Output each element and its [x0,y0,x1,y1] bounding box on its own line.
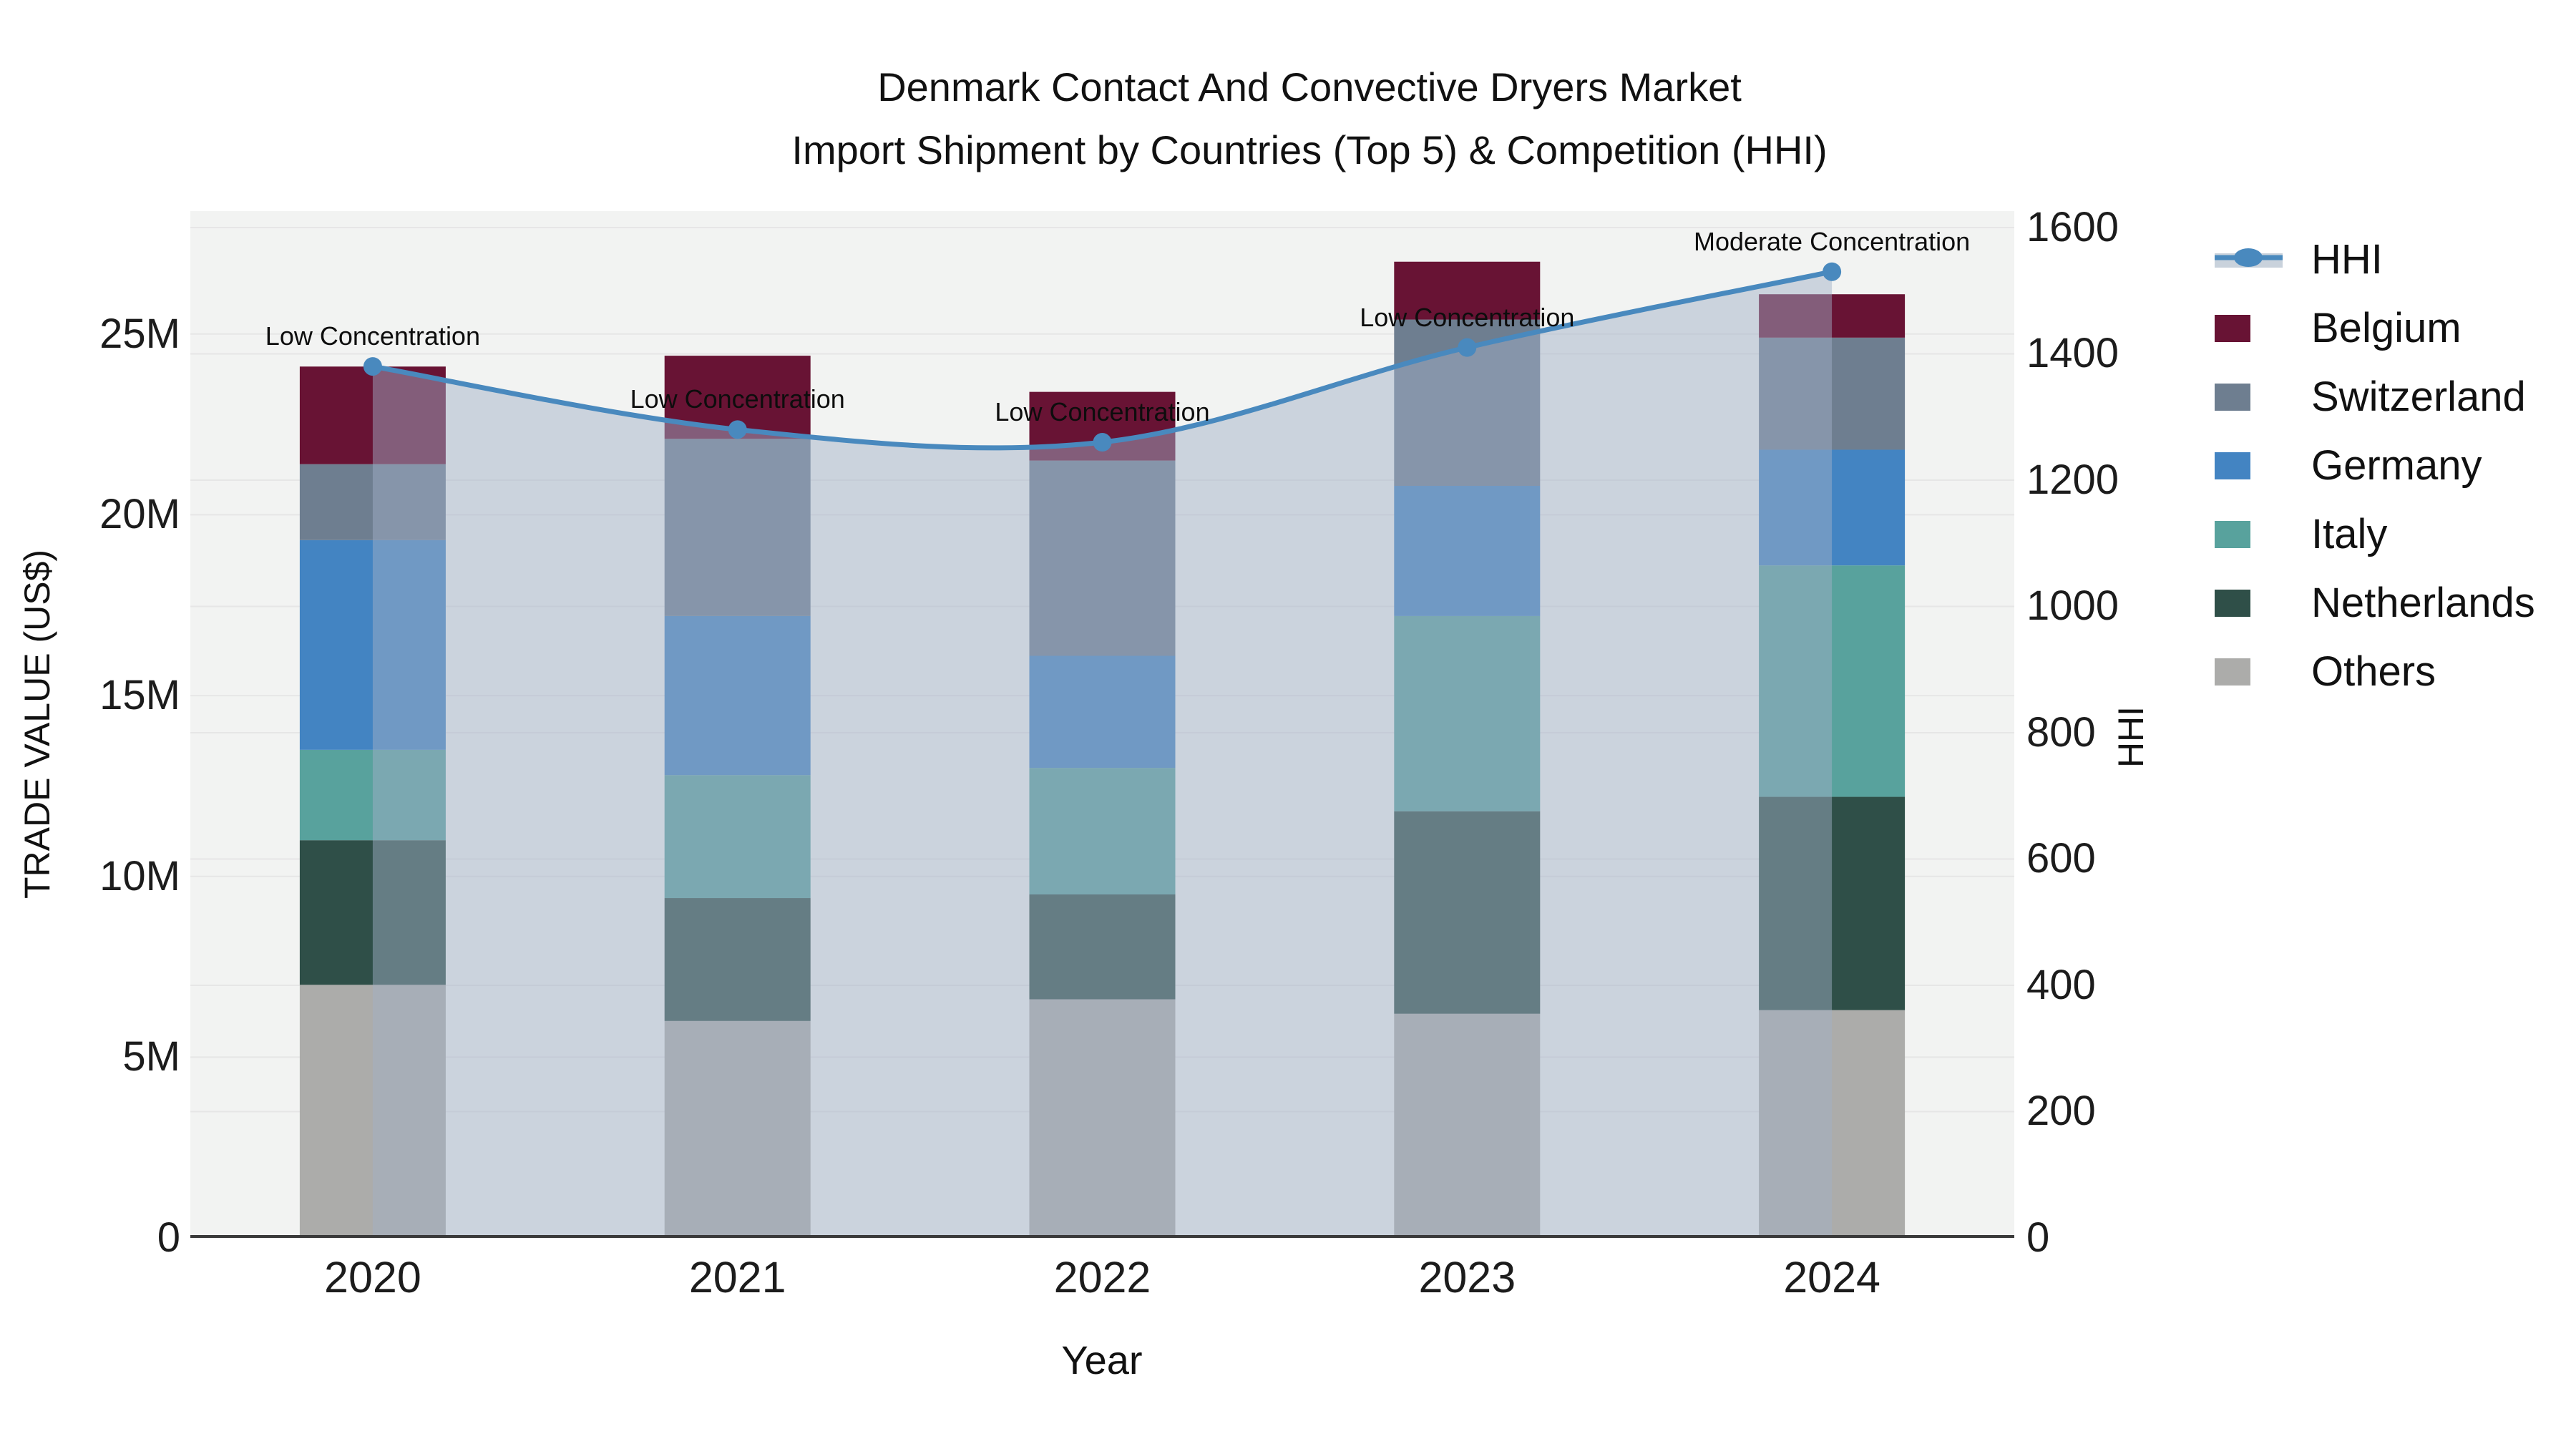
x-tick-2021: 2021 [688,1253,786,1302]
bar-segment-others-2020[interactable] [299,985,446,1238]
bar-segment-belgium-2024[interactable] [1759,294,1906,338]
bar-segment-others-2023[interactable] [1394,1013,1541,1238]
bar-segment-italy-2021[interactable] [664,775,811,899]
bar-segment-netherlands-2024[interactable] [1759,796,1906,1010]
chart-canvas [190,226,2014,1238]
annotation-2020: Low Concentration [265,321,480,351]
bar-segment-belgium-2023[interactable] [1394,261,1541,320]
hhi-marker-2021[interactable] [728,420,747,439]
plot-area: Low Concentration Low Concentration Low Co… [190,211,2014,1238]
annotation-2021: Low Concentration [630,384,845,414]
x-tick-2023: 2023 [1418,1253,1516,1302]
y-right-tick-200: 200 [2026,1088,2096,1135]
legend-item-switzerland[interactable]: Switzerland [2215,374,2535,421]
bar-segment-netherlands-2020[interactable] [299,840,446,985]
y-right-tick-1600: 1600 [2026,203,2119,250]
legend: HHI Belgium Switzerland Germany Italy Ne… [2215,236,2535,717]
annotation-2022: Low Concentration [995,397,1210,426]
y-left-tick-20M: 20M [99,491,180,538]
switzerland-swatch-icon [2215,384,2250,411]
legend-label: Germany [2311,442,2482,489]
bar-segment-netherlands-2022[interactable] [1029,894,1176,1000]
hhi-line-icon [2215,236,2283,283]
legend-label: Italy [2311,511,2388,557]
netherlands-swatch-icon [2215,590,2250,617]
legend-label: Switzerland [2311,374,2526,420]
bar-segment-italy-2020[interactable] [299,749,446,841]
italy-swatch-icon [2215,521,2250,548]
legend-item-hhi[interactable]: HHI [2215,236,2535,283]
x-tick-2024: 2024 [1783,1253,1880,1302]
x-tick-2020: 2020 [324,1253,421,1302]
y-left-tick-0: 0 [157,1214,180,1261]
bar-segment-switzerland-2020[interactable] [299,464,446,540]
hhi-area-fill [372,271,1833,1238]
y-right-tick-400: 400 [2026,961,2096,1008]
germany-swatch-icon [2215,452,2250,479]
legend-item-germany[interactable]: Germany [2215,442,2535,489]
bar-segment-netherlands-2021[interactable] [664,898,811,1021]
belgium-swatch-icon [2215,315,2250,342]
hhi-marker-2024[interactable] [1823,262,1842,281]
bar-segment-others-2022[interactable] [1029,999,1176,1238]
legend-label: Netherlands [2311,580,2535,626]
y-left-tick-15M: 15M [99,672,180,719]
bar-segment-germany-2024[interactable] [1759,449,1906,566]
y-right-tick-0: 0 [2026,1214,2050,1261]
y-left-tick-5M: 5M [122,1033,180,1080]
hhi-marker-2023[interactable] [1458,338,1477,357]
bar-segment-germany-2020[interactable] [299,540,446,750]
chart-title: Denmark Contact And Convective Dryers Ma… [791,56,1827,182]
y-left-tick-25M: 25M [99,310,180,357]
legend-label: HHI [2311,236,2383,283]
bar-segment-switzerland-2024[interactable] [1759,337,1906,450]
y-right-tick-1200: 1200 [2026,456,2119,503]
bar-segment-italy-2023[interactable] [1394,615,1541,811]
legend-item-italy[interactable]: Italy [2215,511,2535,558]
y-right-tick-1400: 1400 [2026,330,2119,377]
y-right-tick-800: 800 [2026,708,2096,756]
bar-segment-italy-2024[interactable] [1759,565,1906,797]
others-swatch-icon [2215,658,2250,686]
legend-label: Belgium [2311,305,2462,351]
y-right-axis-title: HHI [2111,706,2151,769]
legend-item-others[interactable]: Others [2215,648,2535,696]
bar-segment-others-2021[interactable] [664,1020,811,1238]
bar-segment-switzerland-2021[interactable] [664,439,811,616]
annotation-2023: Low Concentration [1360,302,1575,332]
bar-segment-germany-2022[interactable] [1029,655,1176,769]
y-right-tick-600: 600 [2026,835,2096,882]
x-axis-title: Year [1061,1337,1143,1382]
y-right-tick-1000: 1000 [2026,582,2119,630]
y-left-tick-10M: 10M [99,852,180,899]
legend-item-netherlands[interactable]: Netherlands [2215,580,2535,627]
bar-segment-italy-2022[interactable] [1029,768,1176,894]
bar-segment-netherlands-2023[interactable] [1394,811,1541,1014]
chart-title-line1: Denmark Contact And Convective Dryers Ma… [877,64,1742,109]
chart-title-line2: Import Shipment by Countries (Top 5) & C… [791,127,1828,172]
x-tick-2022: 2022 [1053,1253,1151,1302]
bar-segment-others-2024[interactable] [1759,1010,1906,1238]
hhi-marker-2020[interactable] [363,357,382,376]
bar-segment-belgium-2020[interactable] [299,366,446,464]
annotation-2024: Moderate Concentration [1693,226,1971,256]
legend-label: Others [2311,648,2436,695]
legend-item-belgium[interactable]: Belgium [2215,305,2535,352]
bar-segment-germany-2023[interactable] [1394,486,1541,616]
bar-segment-germany-2021[interactable] [664,615,811,776]
bar-segment-switzerland-2022[interactable] [1029,460,1176,656]
y-left-axis-title: TRADE VALUE (US$) [17,549,57,899]
hhi-marker-2022[interactable] [1093,433,1112,452]
